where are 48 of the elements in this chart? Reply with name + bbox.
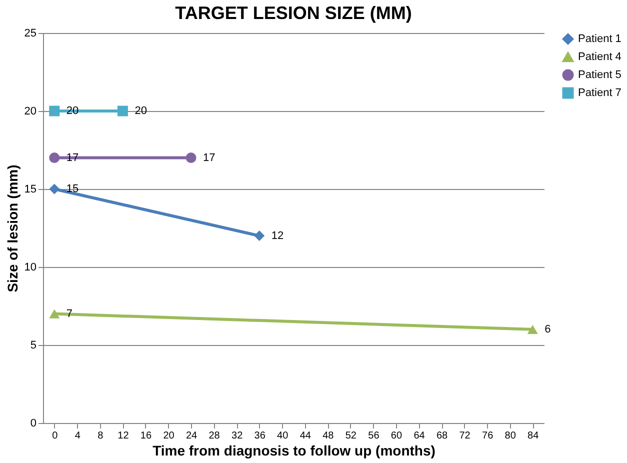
x-tick-label: 68 (436, 430, 448, 442)
x-tick-label: 72 (459, 430, 471, 442)
y-tick-label: 20 (24, 106, 36, 118)
data-label: 17 (66, 152, 79, 164)
x-tick-label: 44 (300, 430, 312, 442)
data-label: 17 (203, 152, 216, 164)
x-tick-label: 84 (528, 430, 540, 442)
y-tick-label: 0 (30, 418, 36, 430)
legend-label: Patient 4 (578, 51, 622, 63)
data-label: 15 (66, 183, 79, 195)
point (186, 152, 196, 164)
y-tick-label: 25 (24, 28, 36, 40)
x-tick-label: 28 (208, 430, 220, 442)
point (117, 106, 128, 116)
y-tick-label: 15 (24, 184, 36, 196)
data-label: 6 (544, 323, 551, 336)
x-tick-label: 24 (186, 430, 198, 442)
chart-title: TARGET LESION SIZE (MM) (175, 3, 412, 23)
x-axis-title: Time from diagnosis to follow up (months) (152, 442, 436, 458)
x-tick-label: 60 (390, 430, 402, 442)
x-tick-label: 32 (232, 430, 244, 442)
data-label: 7 (66, 308, 73, 320)
y-tick-label: 10 (24, 262, 36, 274)
x-tick-label: 52 (345, 430, 357, 442)
x-tick-label: 48 (322, 430, 334, 442)
legend-label: Patient 5 (578, 69, 622, 81)
x-tick-label: 20 (163, 430, 175, 442)
x-tick-label: 56 (368, 430, 380, 442)
point (49, 184, 60, 194)
x-tick-label: 80 (504, 430, 516, 442)
y-axis-title: Size of lesion (mm) (4, 164, 20, 292)
point (49, 152, 60, 164)
y-tick-label: 5 (30, 340, 36, 352)
data-label: 20 (134, 105, 147, 117)
point (254, 230, 265, 242)
x-tick-label: 4 (74, 430, 81, 442)
x-tick-label: 12 (118, 430, 130, 442)
legend-label: Patient 1 (578, 33, 622, 45)
point (49, 106, 60, 116)
x-tick-label: 16 (140, 430, 152, 442)
x-tick-label: 8 (98, 430, 104, 442)
x-tick-label: 0 (52, 430, 58, 442)
x-tick-label: 40 (277, 430, 289, 442)
x-tick-label: 36 (254, 430, 266, 442)
x-tick-label: 76 (482, 430, 494, 442)
x-tick-label: 64 (414, 430, 426, 442)
data-label: 12 (271, 230, 284, 242)
legend-label: Patient 7 (578, 87, 622, 99)
